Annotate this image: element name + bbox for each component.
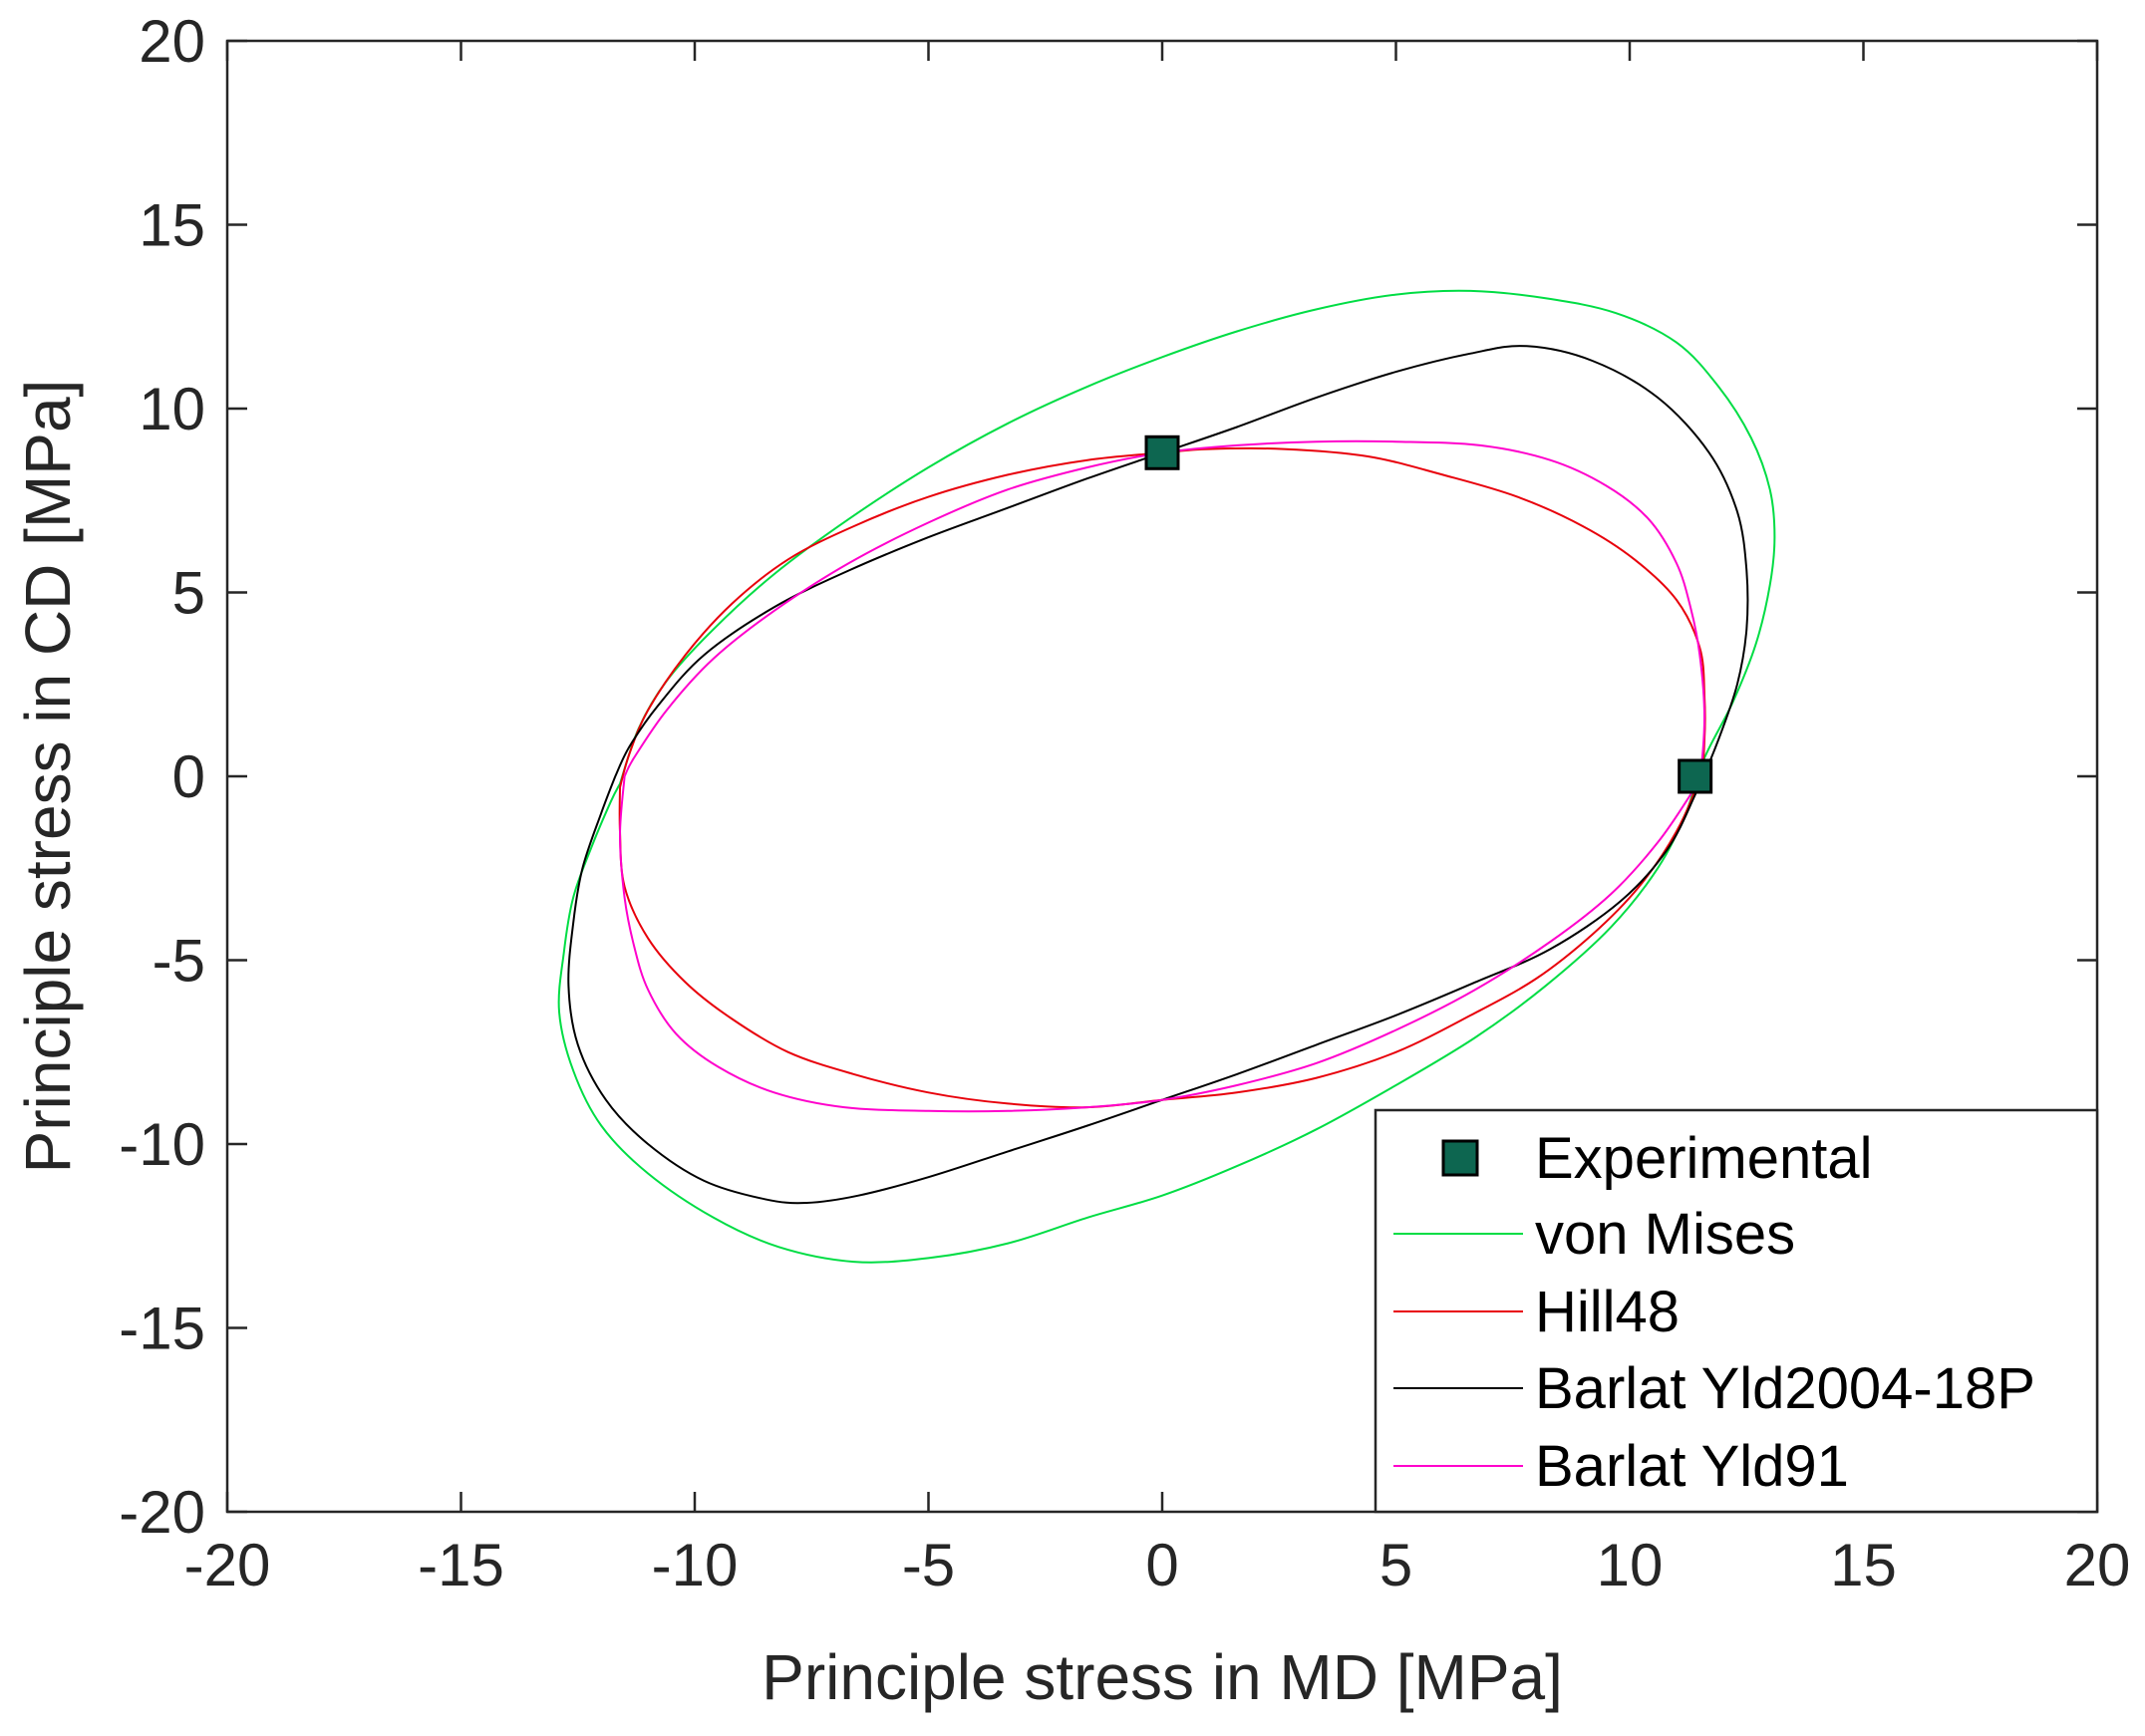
x-tick-label: -15 xyxy=(418,1532,504,1598)
y-tick-label: 15 xyxy=(139,192,205,259)
x-tick-label: -10 xyxy=(652,1532,739,1598)
x-tick-label: 15 xyxy=(1830,1532,1897,1598)
legend-label-barlat-yld2004: Barlat Yld2004-18P xyxy=(1535,1356,2035,1421)
axis-ticks: -20 -15 -10 -5 0 5 10 15 20 -20 -15 -10 -5 0 5 10 15 20 xyxy=(119,8,2130,1598)
y-axis-label: Principle stress in CD [MPa] xyxy=(12,380,84,1174)
x-tick-label: -5 xyxy=(902,1532,955,1598)
x-tick-label: 5 xyxy=(1379,1532,1412,1598)
x-tick-label: 10 xyxy=(1597,1532,1664,1598)
y-tick-label: 20 xyxy=(139,8,205,75)
legend-label-experimental: Experimental xyxy=(1535,1126,1872,1191)
series-curve-von-mises xyxy=(557,289,1776,1264)
x-axis-label: Principle stress in MD [MPa] xyxy=(762,1641,1563,1713)
legend-marker-experimental xyxy=(1441,1139,1479,1177)
legend: Experimental von Mises Hill48 Barlat Yld… xyxy=(1374,1108,2099,1514)
legend-label-barlat-yld91: Barlat Yld91 xyxy=(1535,1434,1849,1499)
y-tick-label: -10 xyxy=(119,1111,205,1178)
experimental-point xyxy=(1678,758,1713,794)
y-tick-label: -5 xyxy=(153,928,205,995)
y-tick-label: 10 xyxy=(139,376,205,442)
x-tick-label: -20 xyxy=(184,1532,271,1598)
experimental-point xyxy=(1144,434,1180,470)
experimental-markers xyxy=(1144,434,1713,794)
x-tick-label: 20 xyxy=(2064,1532,2131,1598)
y-tick-label: -15 xyxy=(119,1296,205,1362)
y-tick-label: -20 xyxy=(119,1479,205,1546)
x-tick-label: 0 xyxy=(1145,1532,1178,1598)
y-tick-label: 5 xyxy=(172,560,205,627)
legend-label-hill48: Hill48 xyxy=(1535,1280,1680,1344)
legend-label-von-mises: von Mises xyxy=(1535,1202,1795,1267)
y-tick-label: 0 xyxy=(172,743,205,810)
